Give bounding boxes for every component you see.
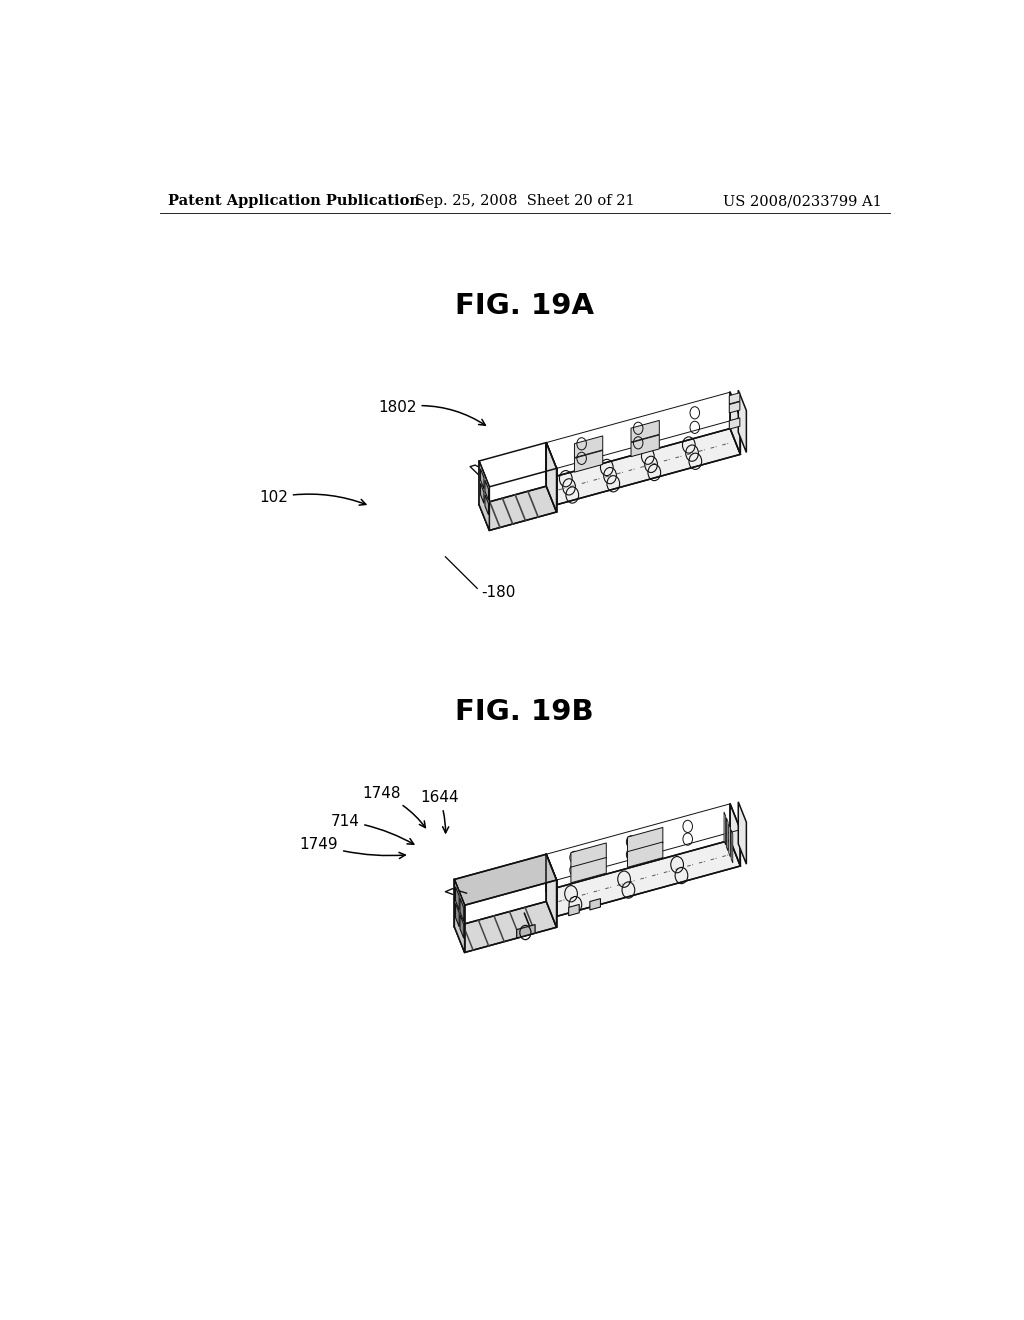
Polygon shape: [738, 391, 746, 453]
Text: 1802: 1802: [378, 400, 485, 425]
Polygon shape: [479, 461, 489, 531]
Text: FIG. 19A: FIG. 19A: [456, 292, 594, 319]
Text: Patent Application Publication: Patent Application Publication: [168, 194, 420, 209]
Polygon shape: [546, 841, 740, 916]
Text: Sep. 25, 2008  Sheet 20 of 21: Sep. 25, 2008 Sheet 20 of 21: [415, 194, 635, 209]
Polygon shape: [485, 495, 488, 515]
Polygon shape: [460, 915, 464, 939]
Polygon shape: [731, 830, 733, 863]
Polygon shape: [729, 418, 740, 429]
Polygon shape: [628, 842, 663, 867]
Polygon shape: [546, 442, 557, 504]
Polygon shape: [460, 898, 464, 921]
Polygon shape: [730, 392, 740, 454]
Polygon shape: [724, 812, 726, 845]
Polygon shape: [729, 401, 740, 413]
Polygon shape: [546, 854, 557, 916]
Polygon shape: [456, 887, 459, 909]
Text: FIG. 19B: FIG. 19B: [456, 698, 594, 726]
Polygon shape: [729, 824, 730, 857]
Polygon shape: [485, 480, 488, 500]
Polygon shape: [726, 818, 728, 851]
Polygon shape: [546, 429, 740, 504]
Polygon shape: [571, 858, 606, 883]
Polygon shape: [479, 486, 557, 531]
Polygon shape: [517, 924, 536, 939]
Polygon shape: [628, 828, 663, 853]
Polygon shape: [455, 902, 557, 953]
Polygon shape: [568, 904, 580, 916]
Polygon shape: [571, 843, 606, 869]
Text: 1748: 1748: [362, 787, 425, 828]
Polygon shape: [455, 854, 557, 906]
Polygon shape: [546, 854, 557, 927]
Polygon shape: [546, 442, 557, 512]
Text: -180: -180: [481, 585, 515, 599]
Polygon shape: [631, 434, 659, 457]
Polygon shape: [456, 903, 459, 927]
Polygon shape: [631, 420, 659, 442]
Polygon shape: [480, 483, 484, 503]
Polygon shape: [480, 469, 484, 488]
Polygon shape: [738, 801, 746, 865]
Polygon shape: [730, 804, 740, 866]
Text: 714: 714: [331, 813, 414, 845]
Polygon shape: [455, 879, 465, 953]
Polygon shape: [574, 436, 603, 458]
Text: 102: 102: [259, 490, 366, 506]
Text: 1749: 1749: [299, 837, 406, 858]
Polygon shape: [574, 450, 603, 473]
Text: US 2008/0233799 A1: US 2008/0233799 A1: [723, 194, 882, 209]
Text: 1644: 1644: [420, 791, 459, 833]
Polygon shape: [590, 899, 600, 909]
Polygon shape: [729, 393, 740, 404]
